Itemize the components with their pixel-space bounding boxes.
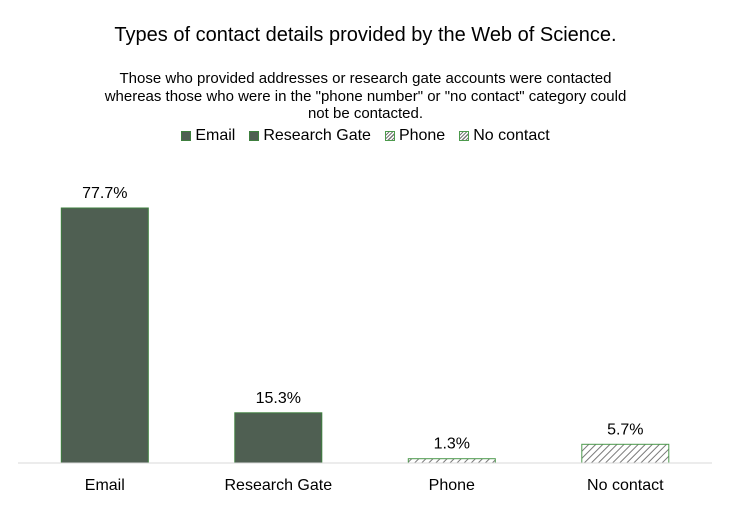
bar-phone xyxy=(407,458,496,464)
legend-label-no-contact: No contact xyxy=(473,127,550,144)
data-label-research-gate: 15.3% xyxy=(256,390,301,407)
legend-item-email: Email xyxy=(181,127,235,145)
chart-subtitle: Those who provided addresses or research… xyxy=(80,70,651,123)
bar-research-gate xyxy=(234,412,323,464)
legend-label-research-gate: Research Gate xyxy=(263,127,371,144)
subtitle-line-1: Those who provided addresses or research… xyxy=(119,70,612,87)
x-tick-label-no-contact: No contact xyxy=(587,477,664,494)
subtitle-line-2: whereas those who were in the "phone num… xyxy=(104,87,627,105)
x-tick-label-research-gate: Research Gate xyxy=(224,477,332,494)
legend-label-email: Email xyxy=(195,127,236,144)
legend-item-phone: Phone xyxy=(384,127,446,145)
legend-item-research-gate: Research Gate xyxy=(249,127,371,145)
x-tick-label-phone: Phone xyxy=(429,477,475,494)
legend-swatch-phone xyxy=(384,131,395,141)
legend-swatch-email xyxy=(181,131,192,141)
chart-title: Types of contact details provided by the… xyxy=(114,24,617,46)
data-label-no-contact: 5.7% xyxy=(607,421,643,438)
bar-email xyxy=(60,207,149,464)
chart-legend: Email Research Gate Phone No contact xyxy=(0,127,731,145)
subtitle-line-3: not be contacted. xyxy=(307,105,424,122)
x-tick-label-email: Email xyxy=(85,477,125,494)
legend-swatch-research-gate xyxy=(249,131,260,141)
legend-label-phone: Phone xyxy=(398,127,446,144)
legend-item-no-contact: No contact xyxy=(459,127,550,145)
data-label-phone: 1.3% xyxy=(434,436,470,453)
data-label-email: 77.7% xyxy=(82,185,127,202)
bar-no-contact xyxy=(581,443,670,464)
legend-swatch-no-contact xyxy=(459,131,470,141)
